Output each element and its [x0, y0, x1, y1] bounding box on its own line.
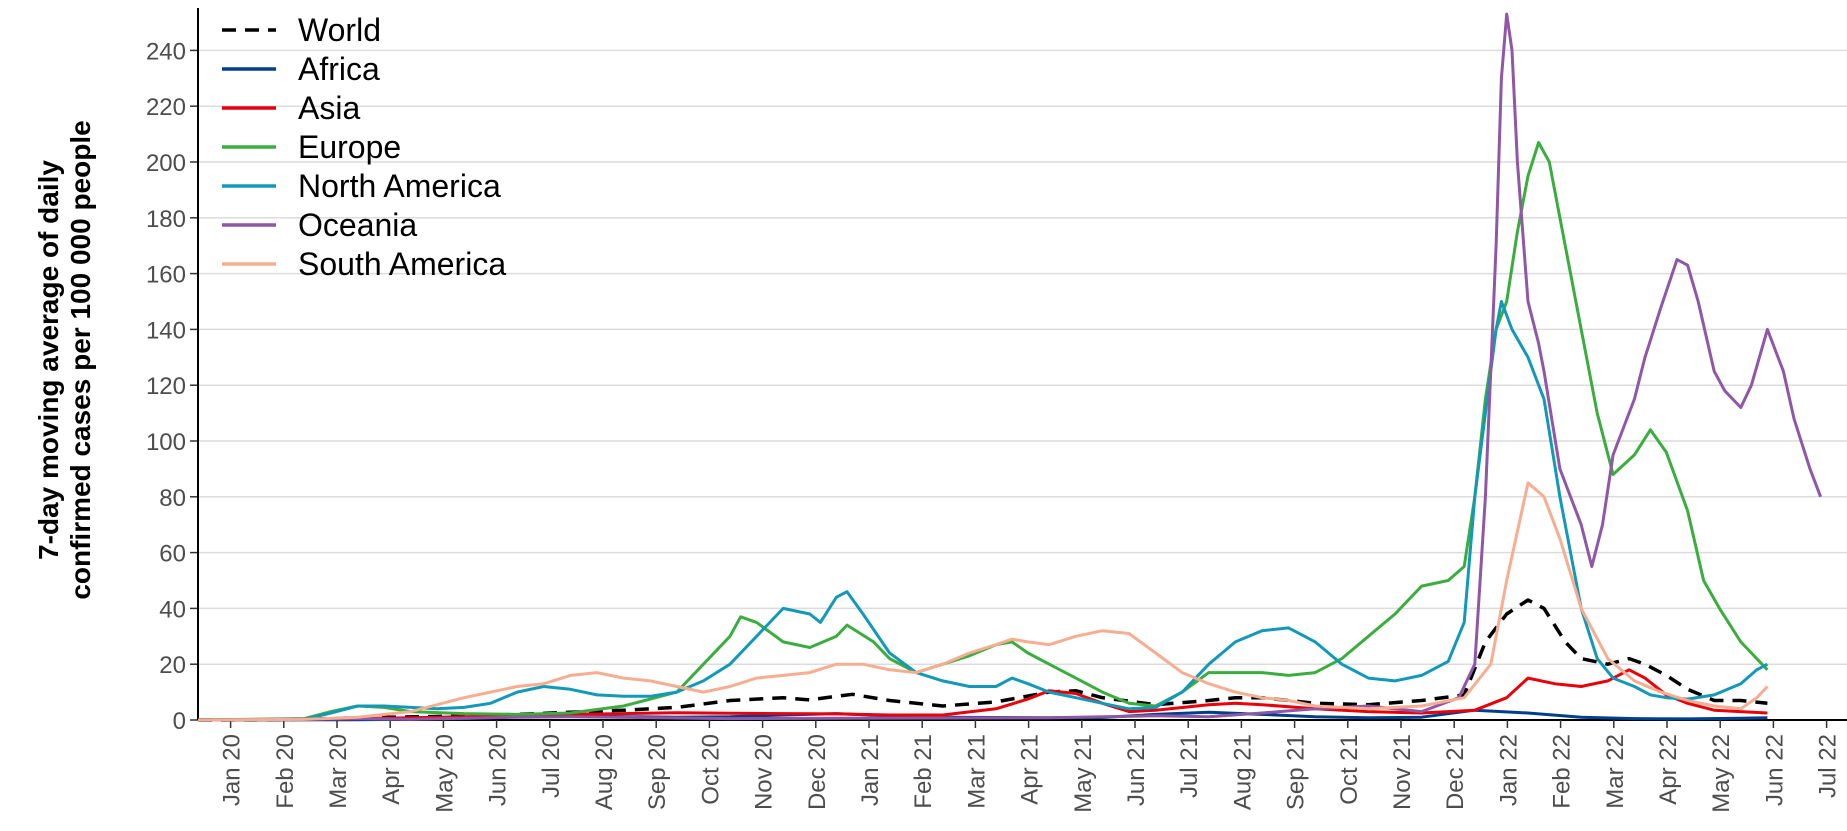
x-tick-label: Jan 22 [1495, 734, 1522, 806]
x-tick-label: Jul 20 [538, 734, 565, 798]
x-tick-label: Jul 21 [1176, 734, 1203, 798]
x-tick-label: Jun 21 [1123, 734, 1150, 806]
y-tick-label: 80 [159, 485, 186, 512]
x-tick-label: Dec 21 [1442, 734, 1469, 810]
x-tick-label: Jan 21 [857, 734, 884, 806]
series-line-world [197, 598, 1768, 722]
legend-label-asia: Asia [298, 90, 360, 126]
y-axis-title-line1: 7-day moving average of daily [33, 160, 64, 560]
x-tick-label: Dec 20 [804, 734, 831, 810]
y-tick-label: 0 [173, 708, 186, 735]
series-line-oceania [197, 12, 1823, 722]
x-tick-label: Nov 20 [751, 734, 778, 810]
x-tick-label: Oct 21 [1336, 734, 1363, 805]
y-axis-title: 7-day moving average of daily confirmed … [33, 120, 96, 599]
y-axis-title-line2: confirmed cases per 100 000 people [65, 120, 96, 599]
x-tick-label: Feb 22 [1549, 734, 1576, 809]
x-tick-label: Aug 20 [591, 734, 618, 810]
series-line-north-america [197, 300, 1769, 722]
x-tick-label: Aug 21 [1229, 734, 1256, 810]
y-tick-label: 200 [146, 150, 186, 177]
legend-label-south-america: South America [298, 246, 506, 282]
x-tick-label: May 22 [1708, 734, 1735, 813]
x-tick-label: Apr 20 [378, 734, 405, 805]
series-line-asia [197, 668, 1768, 722]
x-tick-label: May 21 [1070, 734, 1097, 813]
x-tick-label: Feb 21 [910, 734, 937, 809]
x-tick-label: Nov 21 [1389, 734, 1416, 810]
y-tick-label: 40 [159, 596, 186, 623]
y-tick-label: 220 [146, 94, 186, 121]
x-tick-label: Oct 20 [697, 734, 724, 805]
legend-label-north-america: North America [298, 168, 501, 204]
legend-label-africa: Africa [298, 51, 380, 87]
legend-label-oceania: Oceania [298, 207, 417, 243]
y-tick-label: 140 [146, 317, 186, 344]
x-tick-label: Jun 22 [1761, 734, 1788, 806]
series-line-europe [197, 141, 1769, 722]
y-tick-label: 20 [159, 652, 186, 679]
y-tick-label: 160 [146, 262, 186, 289]
y-tick-label: 240 [146, 38, 186, 65]
x-tick-label: May 20 [431, 734, 458, 813]
x-tick-label: Sep 20 [644, 734, 671, 810]
series-lines [197, 12, 1823, 722]
x-tick-label: Jun 20 [485, 734, 512, 806]
x-tick-label: Apr 22 [1655, 734, 1682, 805]
gridlines [198, 49, 1847, 665]
x-tick-label: Mar 21 [963, 734, 990, 809]
x-tick-label: Mar 22 [1602, 734, 1629, 809]
y-tick-label: 100 [146, 429, 186, 456]
x-tick-label: Feb 20 [272, 734, 299, 809]
y-tick-label: 120 [146, 373, 186, 400]
legend-label-world: World [298, 12, 381, 48]
x-tick-label: Sep 21 [1283, 734, 1310, 810]
y-tick-label: 180 [146, 206, 186, 233]
x-tick-label: Mar 20 [325, 734, 352, 809]
x-tick-label: Apr 21 [1017, 734, 1044, 805]
x-tick-label: Jul 22 [1815, 734, 1842, 798]
legend-label-europe: Europe [298, 129, 401, 165]
x-tick-label: Jan 20 [219, 734, 246, 806]
axes: 0 20 40 60 80 100 120 140 160 180 200 220 240 Jan 20 F… [146, 8, 1847, 813]
y-tick-label: 60 [159, 541, 186, 568]
series-line-south-america [197, 481, 1769, 722]
